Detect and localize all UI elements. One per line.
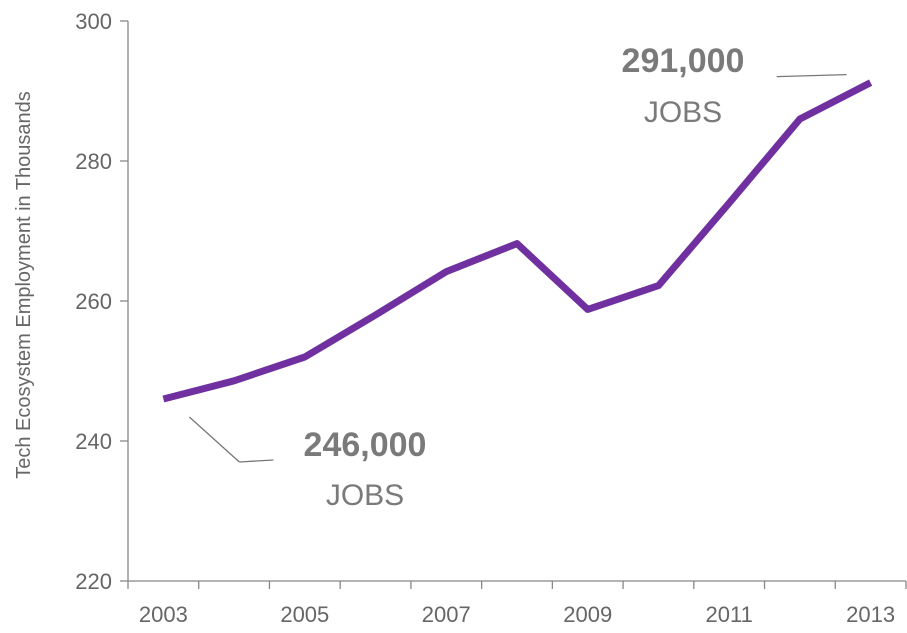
annotation-start: 246,000 JOBS	[188, 416, 427, 512]
annotation-start-unit: JOBS	[326, 479, 404, 512]
y-tick-label-260: 260	[75, 289, 112, 314]
annotation-start-value: 246,000	[304, 426, 427, 464]
y-tick-label-300: 300	[75, 9, 112, 34]
x-axis: 2003 2005 2007 2009 2011 2013	[127, 580, 907, 627]
annotation-end-unit: JOBS	[644, 96, 722, 129]
annotation-start-leader	[188, 416, 240, 463]
series-layer	[162, 79, 873, 403]
annotation-end-value: 291,000	[622, 42, 745, 80]
y-tick-label-280: 280	[75, 149, 112, 174]
x-tick-label-2011: 2011	[706, 602, 753, 627]
annotation-end-leader	[776, 73, 847, 78]
y-tick-label-240: 240	[75, 429, 112, 454]
annotation-end: 291,000 JOBS	[622, 42, 847, 129]
annotation-start-leader-tail	[239, 459, 274, 463]
series-line-0	[162, 79, 873, 403]
x-tick-label-2013: 2013	[846, 602, 895, 627]
x-tick-label-2007: 2007	[422, 602, 471, 627]
y-tick-label-220: 220	[75, 569, 112, 594]
x-tick-label-2009: 2009	[563, 602, 612, 627]
y-axis-title: Tech Ecosystem Employment in Thousands	[13, 91, 35, 479]
y-axis: 220 240 260 280 300	[75, 9, 129, 594]
x-tick-label-2003: 2003	[139, 602, 188, 627]
x-tick-label-2005: 2005	[280, 602, 329, 627]
